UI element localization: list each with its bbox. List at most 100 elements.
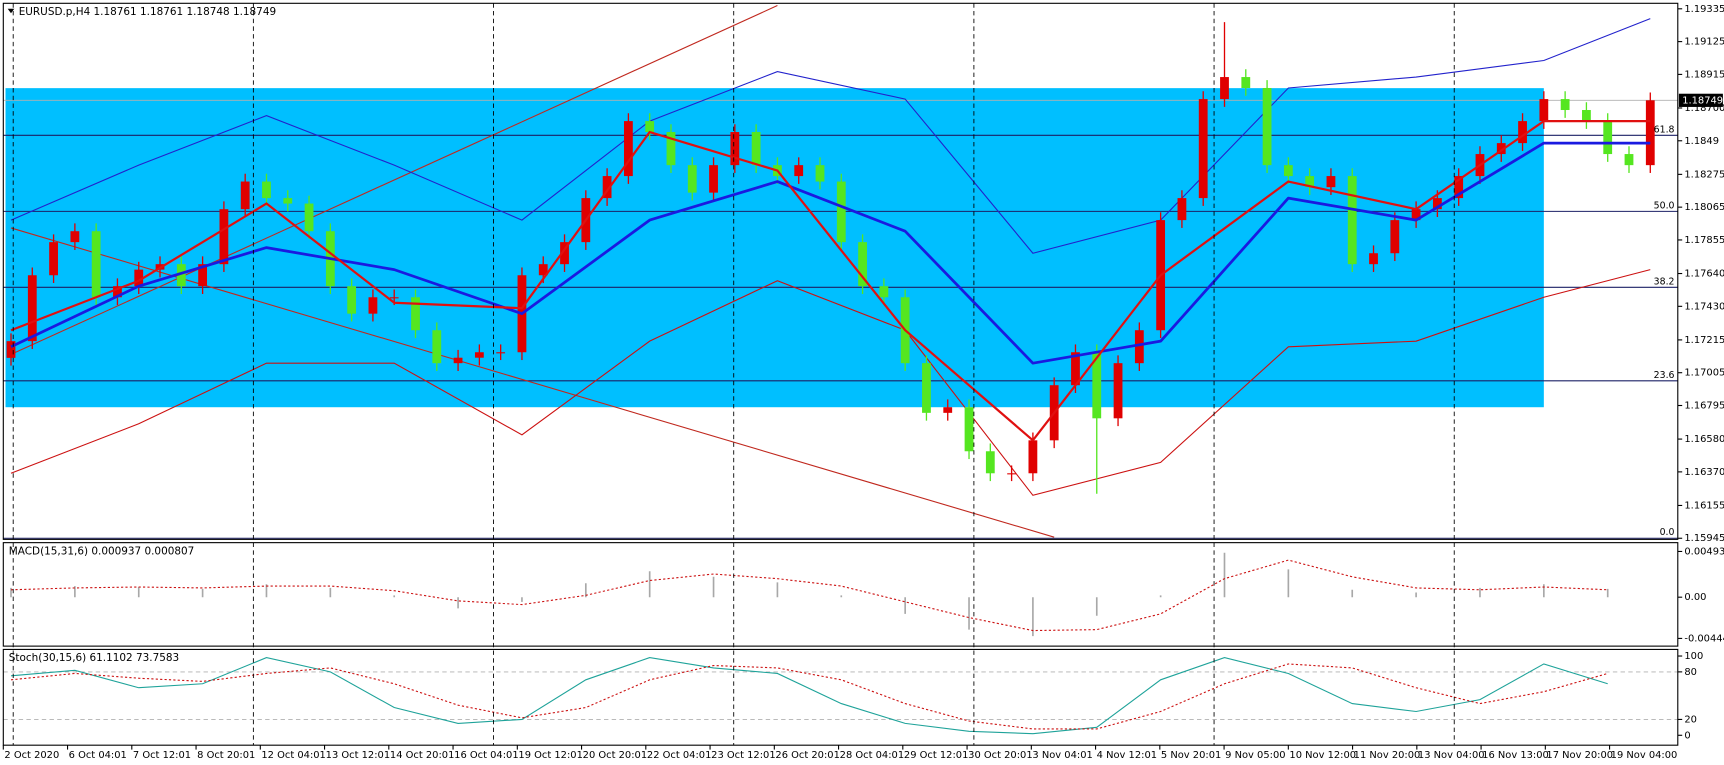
y-tick-label: 1.17855 bbox=[1684, 235, 1724, 246]
candle-body bbox=[645, 121, 655, 133]
candle-body bbox=[922, 363, 931, 413]
candle-body bbox=[1113, 363, 1123, 419]
y-tick-label: 1.19125 bbox=[1684, 37, 1724, 48]
candle-body bbox=[474, 352, 484, 358]
fibo-label: 61.8 bbox=[1654, 124, 1675, 135]
candle-body bbox=[1582, 110, 1591, 122]
stoch-frame bbox=[2, 648, 1679, 746]
candle-body bbox=[219, 209, 229, 265]
y-tick-label: 1.17640 bbox=[1684, 269, 1724, 280]
candle-body bbox=[1539, 99, 1549, 122]
stoch-line bbox=[10, 657, 1608, 735]
y-tick-label: 1.18700 bbox=[1684, 103, 1724, 114]
y-tick-label: 0.00 bbox=[1684, 592, 1706, 603]
candle-body bbox=[730, 132, 740, 166]
y-tick-label: 1.17005 bbox=[1684, 368, 1724, 379]
x-tick-label: 8 Oct 20:01 bbox=[197, 750, 255, 761]
candle-body bbox=[198, 264, 208, 287]
fibo-label: 23.6 bbox=[1654, 370, 1675, 381]
candle-body bbox=[1496, 143, 1506, 155]
candle-body bbox=[70, 231, 80, 243]
x-tick-label: 30 Oct 20:01 bbox=[968, 750, 1032, 761]
candle-body bbox=[1603, 121, 1613, 155]
main-title: EURUSD.p,H4 1.18761 1.18761 1.18748 1.18… bbox=[19, 6, 276, 18]
candle-body bbox=[347, 286, 357, 314]
y-tick-label: 0 bbox=[1684, 730, 1690, 741]
x-tick-label: 16 Oct 04:01 bbox=[454, 750, 518, 761]
candle-body bbox=[134, 269, 144, 287]
candle-body bbox=[1007, 473, 1017, 475]
y-tick-label: 1.16155 bbox=[1684, 500, 1724, 511]
candle-body bbox=[453, 357, 463, 364]
candle-body bbox=[304, 203, 314, 232]
candle-body bbox=[751, 132, 761, 166]
axes: 61.8 50.0 38.2 23.6 0.0 1.19335 1.19125 1.18915… bbox=[2, 3, 1724, 761]
menu-icon[interactable] bbox=[7, 8, 15, 14]
candle-body bbox=[283, 198, 293, 204]
y-tick-label: 1.19335 bbox=[1684, 4, 1724, 15]
x-tick-label: 22 Oct 04:01 bbox=[647, 750, 711, 761]
x-tick-label: 17 Nov 20:00 bbox=[1546, 750, 1613, 761]
y-tick-label: 1.16580 bbox=[1684, 434, 1724, 445]
x-tick-label: 4 Nov 12:01 bbox=[1097, 750, 1157, 761]
candle-body bbox=[1305, 176, 1315, 188]
candle-body bbox=[1390, 220, 1400, 254]
x-tick-label: 5 Nov 20:01 bbox=[1161, 750, 1221, 761]
zone bbox=[5, 88, 1544, 408]
x-tick-label: 9 Nov 05:00 bbox=[1225, 750, 1285, 761]
x-tick-label: 20 Oct 20:01 bbox=[583, 750, 647, 761]
band-line bbox=[10, 18, 1651, 254]
candle-body bbox=[666, 132, 676, 166]
macd-panel bbox=[10, 552, 1609, 637]
x-tick-label: 11 Nov 20:00 bbox=[1354, 750, 1421, 761]
y-tick-label: -0.004448 bbox=[1684, 633, 1724, 644]
x-tick-label: 12 Oct 04:01 bbox=[261, 750, 325, 761]
candle-body bbox=[1560, 99, 1570, 111]
candle-body bbox=[794, 165, 804, 177]
stoch-title: Stoch(30,15,6) 61.1102 73.7583 bbox=[9, 652, 179, 664]
candle-body bbox=[1198, 99, 1208, 199]
candle-body bbox=[1028, 440, 1038, 474]
fibo-label: 0.0 bbox=[1660, 527, 1675, 538]
band-line bbox=[10, 269, 1651, 496]
candle-body bbox=[1241, 77, 1251, 88]
candle-body bbox=[623, 121, 633, 177]
candle-body bbox=[389, 297, 399, 299]
current-price-label: 1.18749 bbox=[1682, 95, 1723, 106]
candle-body bbox=[1071, 352, 1080, 386]
y-tick-label: 1.17215 bbox=[1684, 335, 1724, 346]
stoch-panel bbox=[3, 657, 1678, 735]
y-tick-label: 1.15945 bbox=[1684, 533, 1724, 544]
x-tick-label: 19 Nov 04:00 bbox=[1611, 750, 1678, 761]
candle-body bbox=[1262, 87, 1272, 166]
candle-body bbox=[1283, 165, 1293, 177]
x-tick-label: 3 Nov 04:01 bbox=[1032, 750, 1092, 761]
candle-body bbox=[1134, 330, 1144, 364]
x-tick-label: 26 Oct 20:01 bbox=[775, 750, 839, 761]
x-tick-label: 23 Oct 12:01 bbox=[711, 750, 775, 761]
y-tick-label: 1.18915 bbox=[1684, 69, 1724, 80]
fibo-label: 50.0 bbox=[1654, 200, 1675, 211]
y-tick-label: 1.16370 bbox=[1684, 467, 1724, 478]
macd-title: MACD(15,31,6) 0.000937 0.000807 bbox=[9, 545, 194, 557]
candle-body bbox=[1411, 209, 1421, 221]
stoch-line bbox=[10, 663, 1608, 730]
y-tick-label: 20 bbox=[1684, 714, 1697, 725]
candle-body bbox=[1347, 176, 1357, 265]
candle-body bbox=[943, 407, 953, 413]
candle-body bbox=[432, 330, 442, 364]
x-tick-label: 6 Oct 04:01 bbox=[69, 750, 127, 761]
candle-body bbox=[985, 451, 995, 474]
candle-body bbox=[1645, 100, 1655, 166]
y-tick-label: 1.17430 bbox=[1684, 301, 1724, 312]
candle-body bbox=[560, 242, 569, 265]
x-tick-label: 2 Oct 2020 bbox=[4, 750, 59, 761]
candle-body bbox=[1326, 176, 1336, 188]
y-tick-label: 1.18275 bbox=[1684, 169, 1724, 180]
candle-body bbox=[879, 286, 889, 298]
fibo-label: 38.2 bbox=[1654, 276, 1675, 287]
x-tick-label: 14 Oct 20:01 bbox=[390, 750, 454, 761]
candle-body bbox=[113, 286, 122, 298]
candle-body bbox=[411, 297, 420, 331]
current-price-box bbox=[1678, 93, 1723, 107]
